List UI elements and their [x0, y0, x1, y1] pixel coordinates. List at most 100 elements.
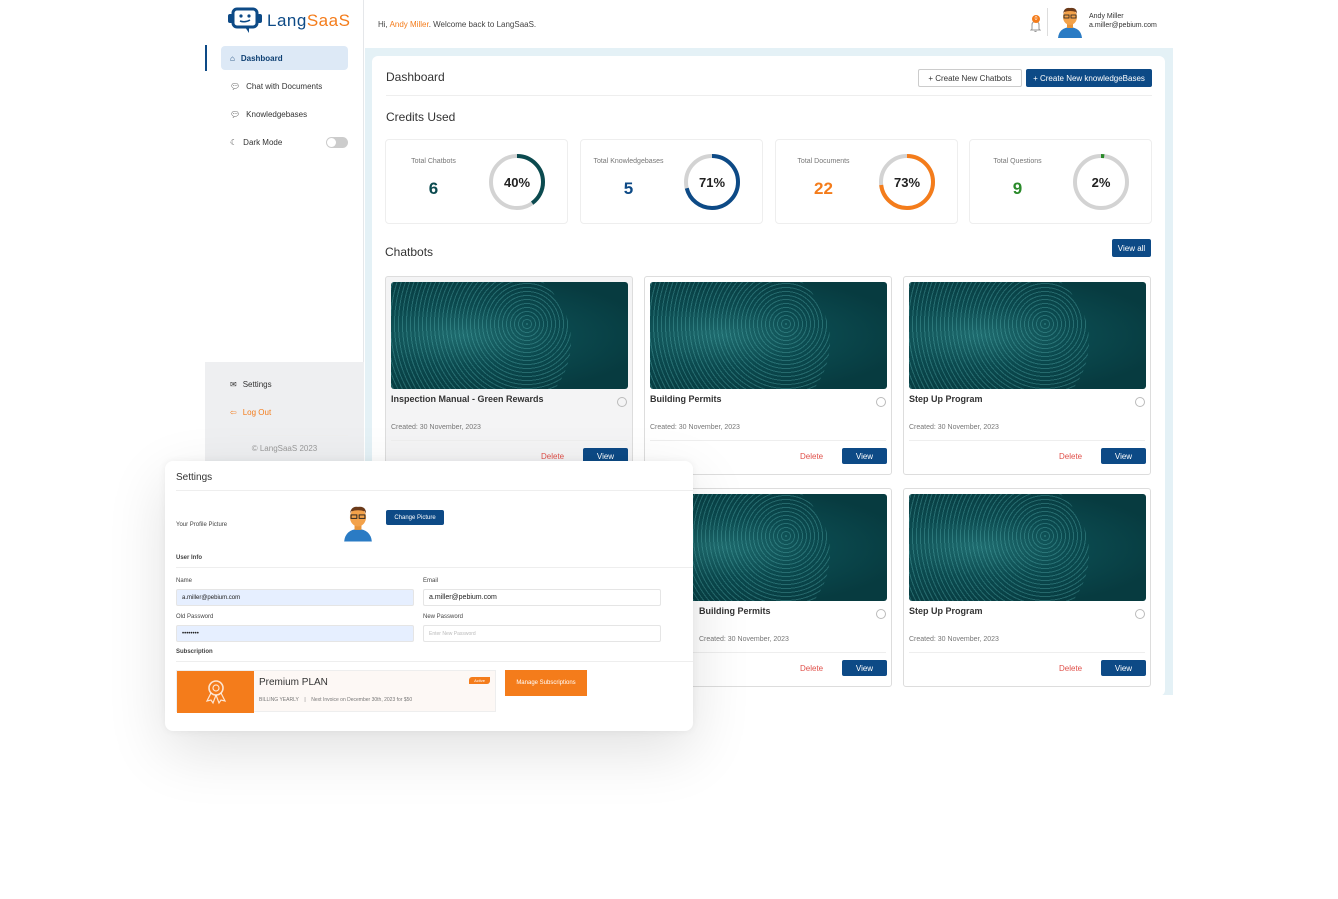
- settings-title: Settings: [176, 472, 213, 483]
- profile-email: a.miller@pebium.com: [1089, 22, 1157, 29]
- view-button[interactable]: View: [842, 660, 887, 676]
- progress-percent: 73%: [894, 175, 920, 190]
- create-knowledgebase-button[interactable]: + Create New knowledgeBases: [1026, 69, 1152, 87]
- info-icon[interactable]: [876, 609, 886, 619]
- notification-bell[interactable]: 0: [1029, 15, 1043, 33]
- delete-button[interactable]: Delete: [1059, 452, 1083, 461]
- sidebar-item-label: Dark Mode: [243, 137, 283, 147]
- logout-icon: ⇦: [230, 407, 237, 417]
- sidebar-item-dashboard[interactable]: ⌂ Dashboard: [221, 46, 348, 70]
- delete-button[interactable]: Delete: [800, 664, 824, 673]
- plan-name: Premium PLAN: [259, 677, 328, 688]
- profile-name: Andy Miller: [1089, 13, 1124, 20]
- view-button[interactable]: View: [583, 448, 628, 464]
- delete-button[interactable]: Delete: [1059, 664, 1083, 673]
- sidebar: Lang SaaS ⌂ Dashboard 💬︎ Chat with Document…: [205, 0, 364, 462]
- moon-icon: ☾: [230, 137, 238, 147]
- stat-value: 22: [814, 179, 833, 198]
- greeting: Hi, Andy Miller. Welcome back to LangSaa…: [378, 20, 537, 29]
- progress-percent: 40%: [504, 175, 530, 190]
- logo[interactable]: Lang SaaS: [227, 6, 350, 36]
- avatar[interactable]: [1057, 6, 1083, 38]
- progress-ring-fill: [684, 154, 740, 210]
- sidebar-item-label: Dashboard: [240, 53, 283, 63]
- stat-value: 6: [428, 179, 439, 198]
- dark-mode-toggle[interactable]: [326, 136, 348, 148]
- progress-ring-fill: [1073, 154, 1129, 210]
- info-icon[interactable]: [617, 397, 627, 407]
- stat-label: Total Questions: [993, 158, 1042, 165]
- credits-title: Credits Used: [386, 110, 456, 124]
- sidebar-item-chat-with-documents[interactable]: 💬︎ Chat with Documents: [221, 74, 348, 98]
- chat-icon: 💬︎: [230, 81, 241, 91]
- name-label: Name: [176, 578, 193, 584]
- stat-value: 5: [623, 179, 634, 198]
- home-icon: ⌂: [230, 53, 235, 63]
- info-icon[interactable]: [1135, 609, 1145, 619]
- stat-card: Total Knowledgebases 5 71%: [580, 139, 763, 224]
- view-button[interactable]: View: [1101, 660, 1146, 676]
- view-button[interactable]: View: [1101, 448, 1146, 464]
- chatbot-created-date: Created: 30 November, 2023: [391, 424, 481, 431]
- create-chatbot-button[interactable]: + Create New Chatbots: [918, 69, 1022, 87]
- chatbot-thumbnail: [909, 282, 1146, 389]
- chatbot-card[interactable]: Building Permits Created: 30 November, 2…: [644, 276, 892, 475]
- sidebar-item-logout[interactable]: ⇦ Log Out: [221, 400, 348, 424]
- stat-label: Total Documents: [797, 158, 850, 165]
- new-password-input[interactable]: Enter New Password: [423, 625, 661, 642]
- change-picture-button[interactable]: Change Picture: [386, 510, 444, 525]
- view-all-button[interactable]: View all: [1112, 239, 1151, 257]
- settings-panel: Settings Your Profile Picture Change Pic…: [165, 461, 693, 731]
- sidebar-item-label: Log Out: [242, 407, 272, 417]
- chatbot-thumbnail: [909, 494, 1146, 601]
- chatbot-created-date: Created: 30 November, 2023: [650, 424, 740, 431]
- user-info-heading: User Info: [176, 555, 203, 561]
- chatbot-thumbnail: [650, 282, 887, 389]
- chatbot-card[interactable]: Inspection Manual - Green Rewards Create…: [385, 276, 633, 475]
- chatbot-title: Building Permits: [699, 606, 771, 616]
- progress-percent: 2%: [1092, 175, 1111, 190]
- plan-status-badge: Active: [469, 677, 490, 684]
- sidebar-item-label: Settings: [242, 379, 272, 389]
- view-button[interactable]: View: [842, 448, 887, 464]
- sidebar-bottom: ✉︎ Settings ⇦ Log Out © LangSaaS 2023: [205, 362, 364, 462]
- manage-subscriptions-button[interactable]: Manage Subscriptions: [505, 670, 587, 696]
- progress-ring: 40%: [489, 154, 545, 210]
- new-password-label: New Password: [423, 614, 464, 620]
- chatbot-title: Building Permits: [650, 394, 722, 404]
- profile-picture-label: Your Profile Picture: [176, 522, 228, 528]
- email-label: Email: [423, 578, 439, 584]
- stat-label: Total Knowledgebases: [593, 158, 664, 165]
- chatbot-created-date: Created: 30 November, 2023: [909, 424, 999, 431]
- delete-button[interactable]: Delete: [541, 452, 565, 461]
- sidebar-item-label: Chat with Documents: [246, 81, 323, 91]
- progress-percent: 71%: [699, 175, 725, 190]
- progress-ring: 71%: [684, 154, 740, 210]
- active-indicator: [205, 45, 207, 71]
- notification-badge: 0: [1032, 15, 1040, 23]
- divider: [386, 95, 1152, 96]
- divider: [230, 435, 348, 436]
- brand-name-part2: SaaS: [306, 11, 351, 30]
- chat-icon: 💬︎: [230, 109, 241, 119]
- chatbot-card[interactable]: Step Up Program Created: 30 November, 20…: [903, 488, 1151, 687]
- email-input[interactable]: a.miller@pebium.com: [423, 589, 661, 606]
- delete-button[interactable]: Delete: [800, 452, 824, 461]
- info-icon[interactable]: [1135, 397, 1145, 407]
- sidebar-item-knowledgebases[interactable]: 💬︎ Knowledgebases: [221, 102, 348, 126]
- progress-ring-fill: [489, 154, 545, 210]
- sidebar-item-dark-mode: ☾ Dark Mode: [221, 130, 348, 154]
- settings-icon: ✉︎: [230, 379, 237, 389]
- footer-copyright: © LangSaaS 2023: [251, 444, 318, 453]
- old-password-input[interactable]: ••••••••: [176, 625, 414, 642]
- brand-name-part1: Lang: [267, 11, 307, 30]
- chatbot-title: Inspection Manual - Green Rewards: [391, 394, 544, 404]
- info-icon[interactable]: [876, 397, 886, 407]
- stat-label: Total Chatbots: [411, 158, 456, 165]
- sidebar-item-settings[interactable]: ✉︎ Settings: [221, 372, 348, 396]
- chatbot-card[interactable]: Step Up Program Created: 30 November, 20…: [903, 276, 1151, 475]
- name-input[interactable]: a.miller@pebium.com: [176, 589, 414, 606]
- sidebar-item-label: Knowledgebases: [246, 109, 308, 119]
- stat-card: Total Chatbots 6 40%: [385, 139, 568, 224]
- chatbots-title: Chatbots: [385, 245, 434, 259]
